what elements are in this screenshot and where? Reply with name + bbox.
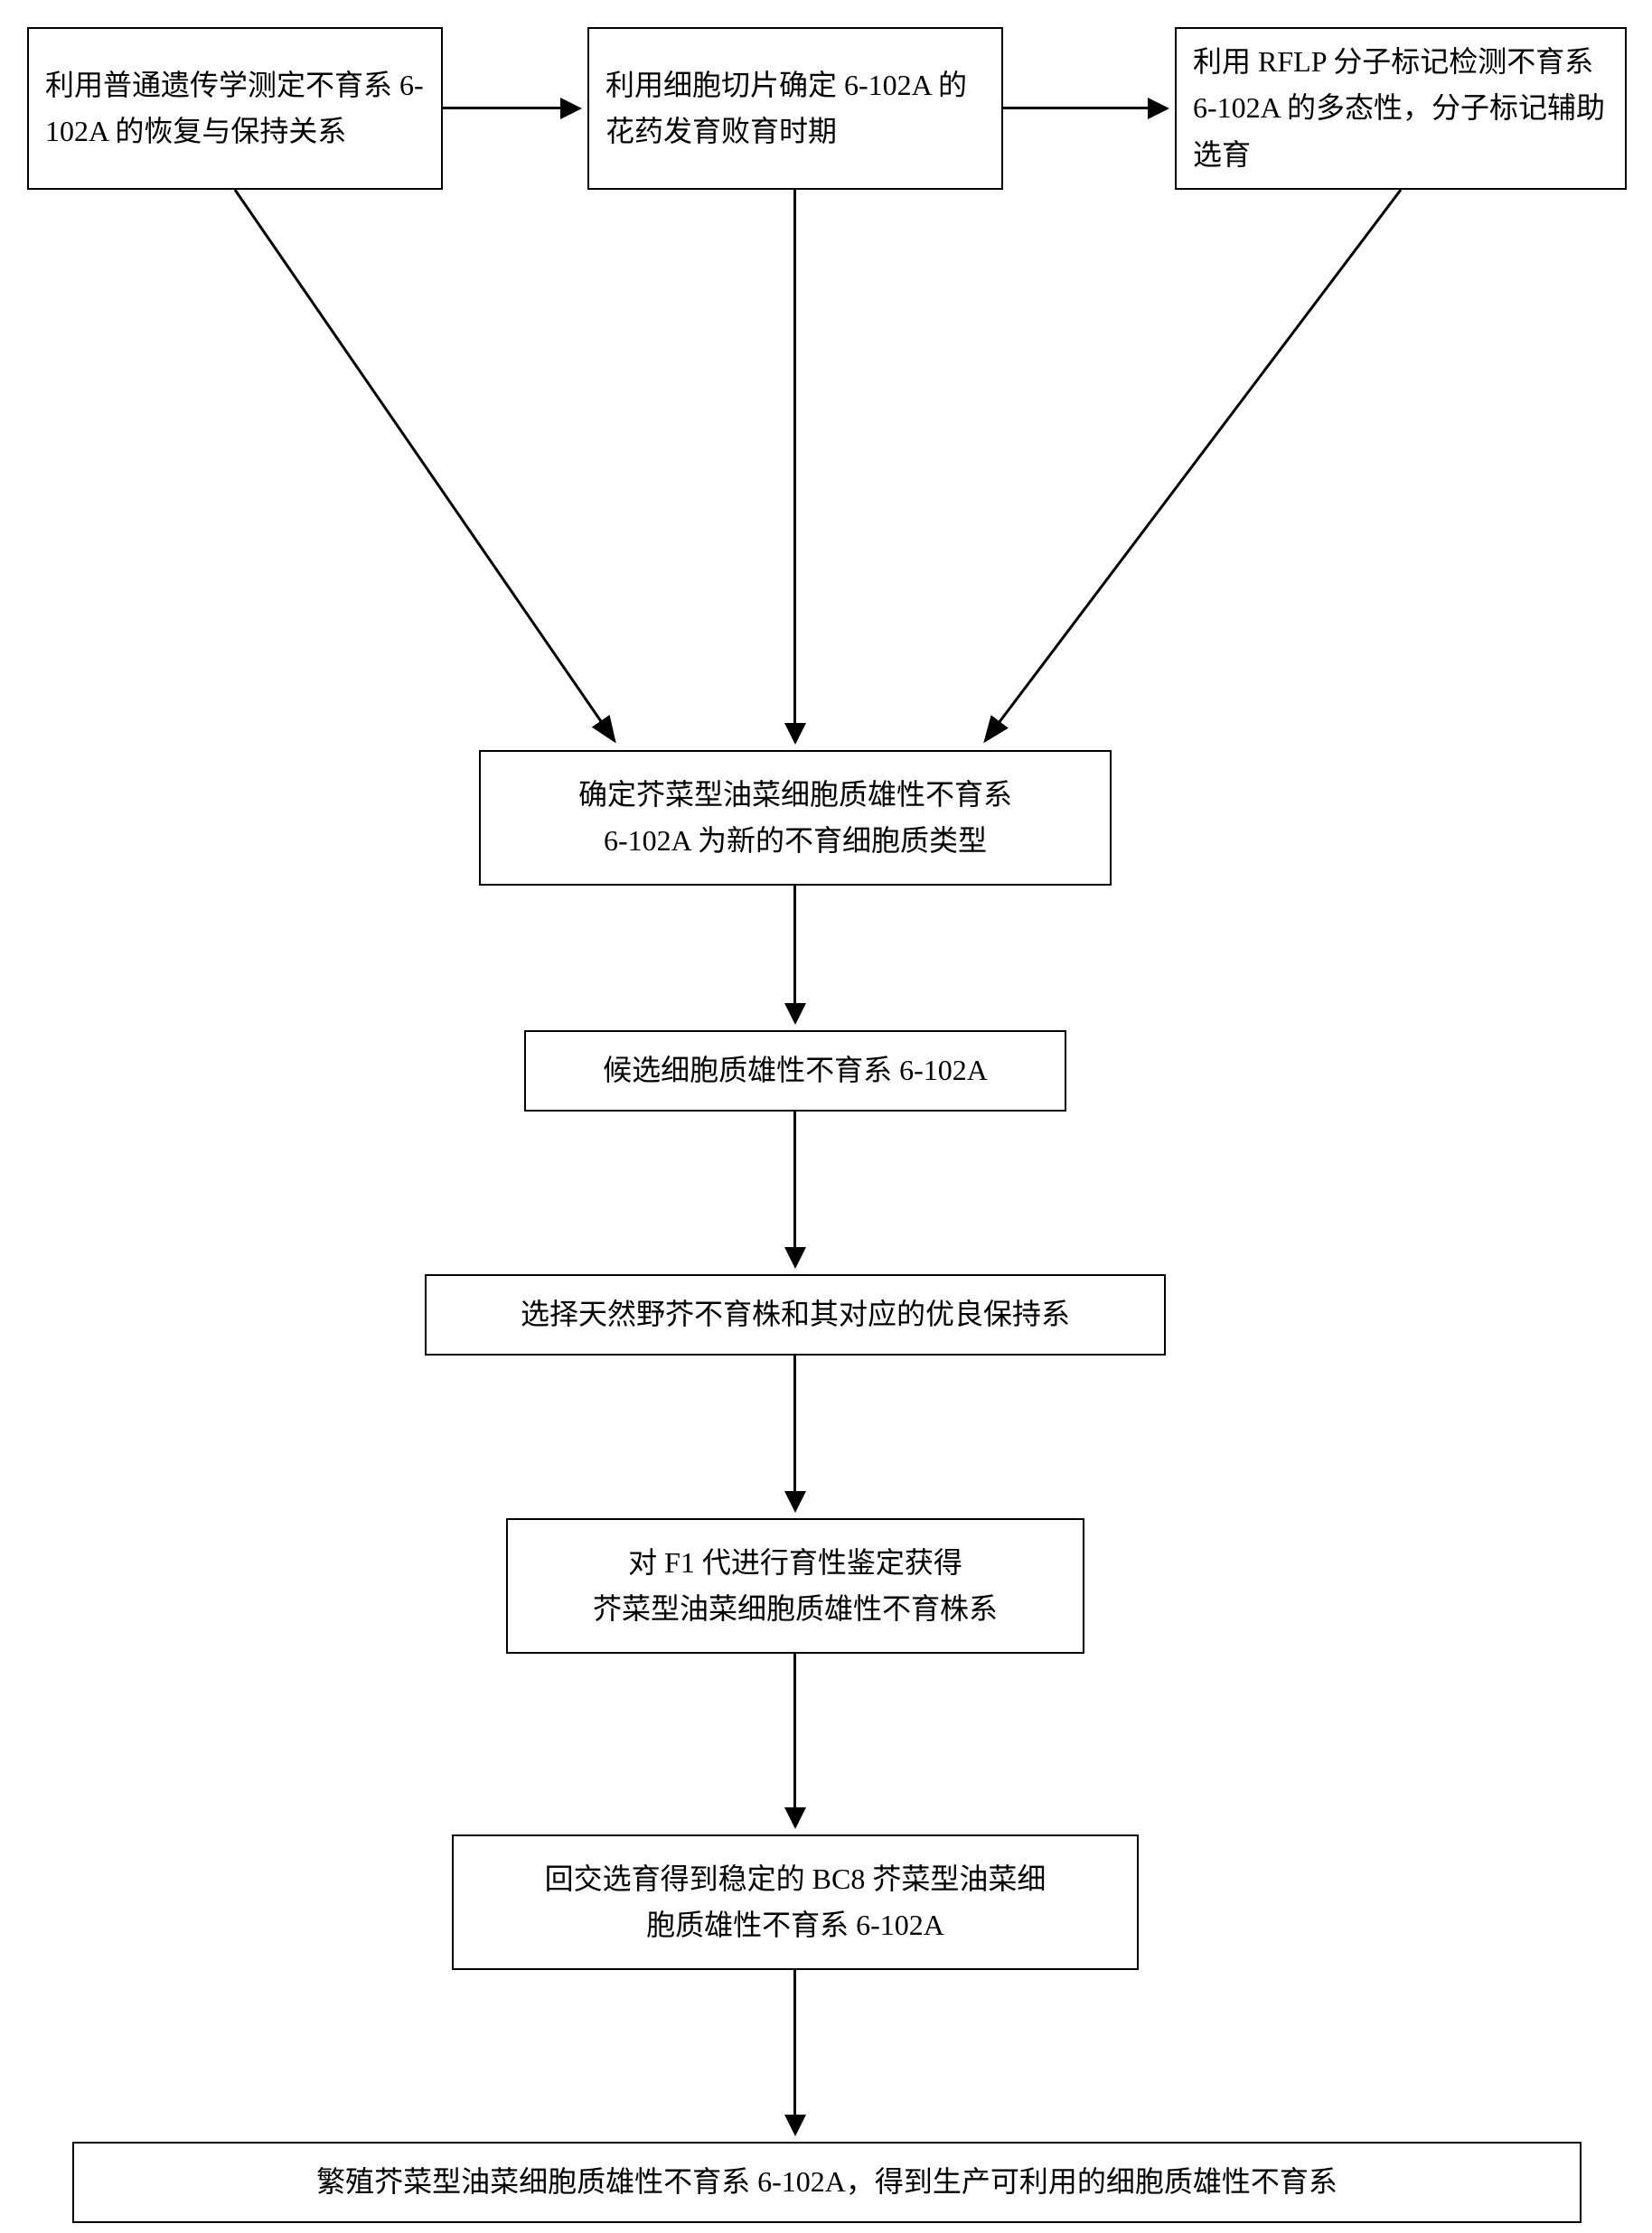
arrow-v2 — [793, 1112, 796, 1247]
node-top-right: 利用 RFLP 分子标记检测不育系 6-102A 的多态性，分子标记辅助选育 — [1175, 27, 1627, 190]
arrow-h2 — [1003, 107, 1148, 109]
node-confirm: 确定芥菜型油菜细胞质雄性不育系 6-102A 为新的不育细胞质类型 — [479, 750, 1112, 886]
arrow-v-top-mid-head — [784, 723, 806, 745]
arrow-v5-head — [784, 2115, 806, 2136]
node-text: 利用细胞切片确定 6-102A 的花药发育败育时期 — [605, 62, 985, 155]
arrow-v3-head — [784, 1491, 806, 1513]
node-text: 利用普通遗传学测定不育系 6-102A 的恢复与保持关系 — [45, 62, 425, 155]
arrow-h1-head — [560, 98, 582, 119]
node-text-line2: 6-102A 为新的不育细胞质类型 — [578, 818, 1012, 864]
node-text-line1: 确定芥菜型油菜细胞质雄性不育系 — [578, 772, 1012, 818]
node-text-line1: 回交选育得到稳定的 BC8 芥菜型油菜细 — [545, 1856, 1047, 1902]
node-propagate: 繁殖芥菜型油菜细胞质雄性不育系 6-102A，得到生产可利用的细胞质雄性不育系 — [72, 2142, 1582, 2223]
arrow-v3 — [793, 1356, 796, 1491]
arrow-v1 — [793, 886, 796, 1003]
node-text-wrapper: 对 F1 代进行育性鉴定获得 芥菜型油菜细胞质雄性不育株系 — [593, 1540, 998, 1632]
node-candidate: 候选细胞质雄性不育系 6-102A — [524, 1030, 1066, 1112]
node-text-wrapper: 确定芥菜型油菜细胞质雄性不育系 6-102A 为新的不育细胞质类型 — [578, 772, 1012, 864]
arrow-v2-head — [784, 1247, 806, 1269]
node-text-wrapper: 回交选育得到稳定的 BC8 芥菜型油菜细 胞质雄性不育系 6-102A — [545, 1856, 1047, 1948]
arrow-v1-head — [784, 1003, 806, 1025]
node-text: 选择天然野芥不育株和其对应的优良保持系 — [521, 1291, 1070, 1337]
node-f1: 对 F1 代进行育性鉴定获得 芥菜型油菜细胞质雄性不育株系 — [506, 1518, 1084, 1654]
arrow-v4 — [793, 1654, 796, 1807]
arrow-v5 — [793, 1970, 796, 2115]
arrow-v-top-mid — [793, 190, 796, 723]
node-text: 候选细胞质雄性不育系 6-102A — [603, 1047, 988, 1093]
node-top-left: 利用普通遗传学测定不育系 6-102A 的恢复与保持关系 — [27, 27, 443, 190]
node-text-line2: 芥菜型油菜细胞质雄性不育株系 — [593, 1586, 998, 1632]
node-select: 选择天然野芥不育株和其对应的优良保持系 — [425, 1274, 1166, 1356]
node-text-line2: 胞质雄性不育系 6-102A — [545, 1902, 1047, 1948]
node-text: 繁殖芥菜型油菜细胞质雄性不育系 6-102A，得到生产可利用的细胞质雄性不育系 — [316, 2159, 1338, 2205]
arrow-h2-head — [1148, 98, 1169, 119]
arrow-v4-head — [784, 1807, 806, 1829]
node-text-line1: 对 F1 代进行育性鉴定获得 — [593, 1540, 998, 1586]
arrow-h1 — [443, 107, 560, 109]
node-top-middle: 利用细胞切片确定 6-102A 的花药发育败育时期 — [587, 27, 1003, 190]
node-text: 利用 RFLP 分子标记检测不育系 6-102A 的多态性，分子标记辅助选育 — [1193, 39, 1609, 178]
node-bc8: 回交选育得到稳定的 BC8 芥菜型油菜细 胞质雄性不育系 6-102A — [452, 1834, 1139, 1970]
